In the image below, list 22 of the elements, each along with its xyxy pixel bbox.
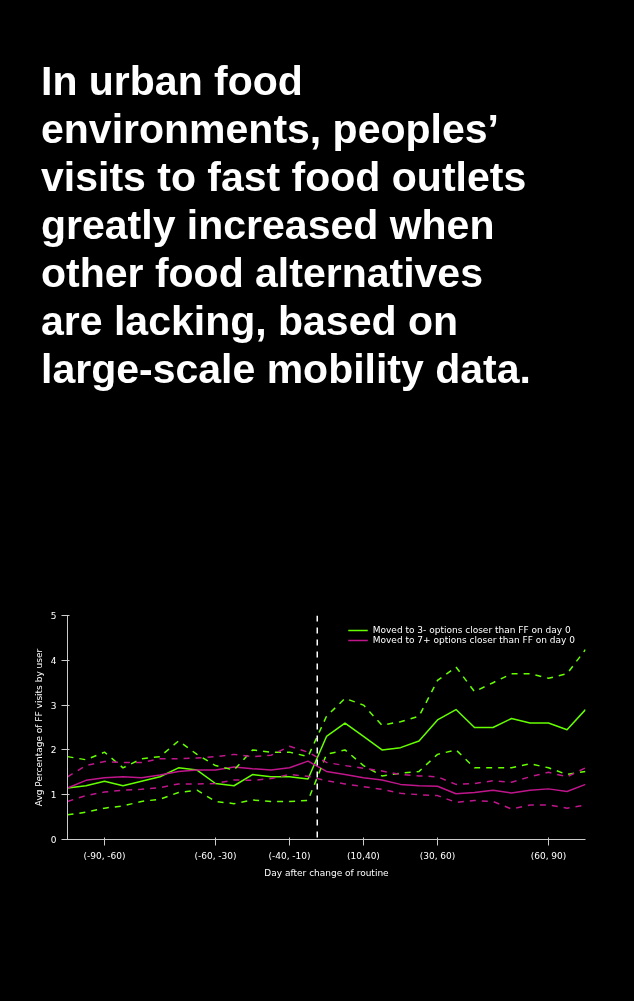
line-series bbox=[67, 749, 586, 816]
x-tick-label: (60, 90) bbox=[530, 850, 567, 861]
x-tick-label: (-40, -10) bbox=[268, 850, 311, 861]
line-series bbox=[67, 745, 586, 786]
chart-title: In urban food environments, peoples’ visits to fast food outlets greatly increased when other food alternatives are lacking, based on large-scale mobility data. bbox=[41, 57, 532, 393]
line-series bbox=[67, 648, 586, 771]
line-series bbox=[67, 708, 586, 789]
legend-label: Moved to 7+ options closer than FF on day 0 bbox=[372, 635, 575, 645]
y-tick-label: 3 bbox=[50, 700, 57, 711]
x-axis-title: Day after change of routine bbox=[264, 867, 390, 878]
line-series bbox=[67, 760, 586, 795]
legend-label: Moved to 3- options closer than FF on day 0 bbox=[372, 625, 571, 635]
x-tick-label: (10,40) bbox=[347, 850, 380, 861]
y-tick-label: 5 bbox=[50, 611, 57, 621]
x-tick-label: (-90, -60) bbox=[83, 850, 126, 861]
y-tick-label: 0 bbox=[50, 835, 57, 845]
x-tick-label: (-60, -30) bbox=[194, 850, 237, 861]
y-tick-label: 1 bbox=[50, 790, 57, 801]
y-tick-label: 2 bbox=[50, 745, 57, 756]
x-tick-label: (30, 60) bbox=[419, 850, 456, 861]
y-tick-label: 4 bbox=[50, 655, 57, 666]
y-axis-title: Avg Percentage of FF visits by user bbox=[33, 648, 44, 807]
